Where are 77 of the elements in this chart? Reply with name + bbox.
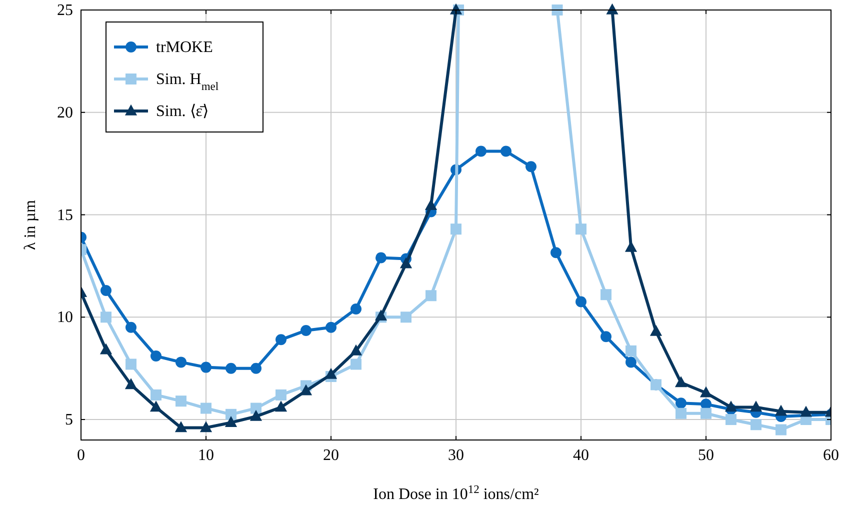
legend-label: Sim. ⟨ε̄⟩: [156, 103, 209, 120]
y-tick-label: 5: [65, 412, 73, 429]
point: [676, 408, 686, 419]
point: [250, 410, 262, 421]
x-tick-label: 30: [448, 447, 464, 464]
y-tick-label: 10: [57, 309, 73, 326]
point: [100, 312, 112, 323]
point: [426, 290, 436, 302]
point: [276, 334, 286, 346]
x-tick-label: 20: [323, 447, 339, 464]
point: [124, 378, 138, 390]
point: [224, 416, 238, 427]
point: [700, 386, 712, 398]
x-tick-label: 0: [77, 447, 85, 464]
y-tick-label: 15: [57, 206, 73, 224]
x-axis-title: Ion Dose in 10$^{12}$ ions/cm²: [373, 484, 540, 503]
point: [676, 398, 686, 409]
y-tick-label: 25: [57, 2, 73, 19]
point: [526, 161, 536, 172]
point: [776, 424, 786, 436]
x-tick-label: 10: [198, 447, 214, 464]
point: [300, 324, 312, 336]
point: [326, 322, 336, 333]
point: [350, 358, 362, 370]
x-tick-label: 50: [698, 447, 714, 464]
point: [200, 421, 212, 432]
point: [606, 3, 618, 14]
point: [500, 146, 512, 157]
point: [100, 285, 112, 296]
point: [226, 362, 236, 374]
point: [800, 406, 812, 417]
point: [576, 296, 586, 308]
point: [476, 146, 486, 157]
x-tick-label: 60: [823, 447, 839, 464]
point: [350, 344, 362, 356]
point: [126, 358, 136, 370]
point: [400, 257, 412, 268]
point: [700, 408, 712, 419]
point: [376, 252, 386, 264]
point: [150, 350, 162, 362]
point: [674, 376, 688, 388]
x-tick-label: 40: [573, 447, 589, 464]
point: [126, 322, 136, 333]
point: [450, 224, 462, 235]
point: [276, 389, 286, 400]
point: [750, 400, 762, 412]
point: [626, 356, 636, 368]
point: [226, 408, 236, 420]
point: [552, 4, 563, 16]
point: [650, 324, 662, 336]
point: [150, 400, 162, 412]
point: [726, 414, 736, 426]
point: [200, 402, 212, 414]
point: [550, 247, 562, 258]
point: [576, 224, 586, 235]
point: [600, 331, 612, 342]
point: [174, 421, 188, 432]
point: [350, 303, 362, 314]
point: [750, 419, 762, 430]
point: [626, 345, 636, 356]
point: [250, 402, 262, 414]
point: [774, 404, 788, 416]
legend-label: Sim. H$_{mel}$: [156, 71, 219, 93]
point: [600, 289, 612, 300]
point: [100, 343, 112, 354]
point: [200, 362, 212, 373]
point: [250, 362, 262, 374]
y-tick-label: 20: [57, 104, 73, 122]
point: [400, 312, 412, 323]
point: [424, 198, 438, 210]
y-axis-title: λ in µm: [22, 200, 39, 250]
point: [274, 400, 288, 412]
point: [724, 400, 738, 412]
point: [176, 356, 186, 368]
legend-label: trMOKE: [156, 39, 213, 56]
point: [150, 389, 162, 400]
point: [176, 396, 186, 407]
